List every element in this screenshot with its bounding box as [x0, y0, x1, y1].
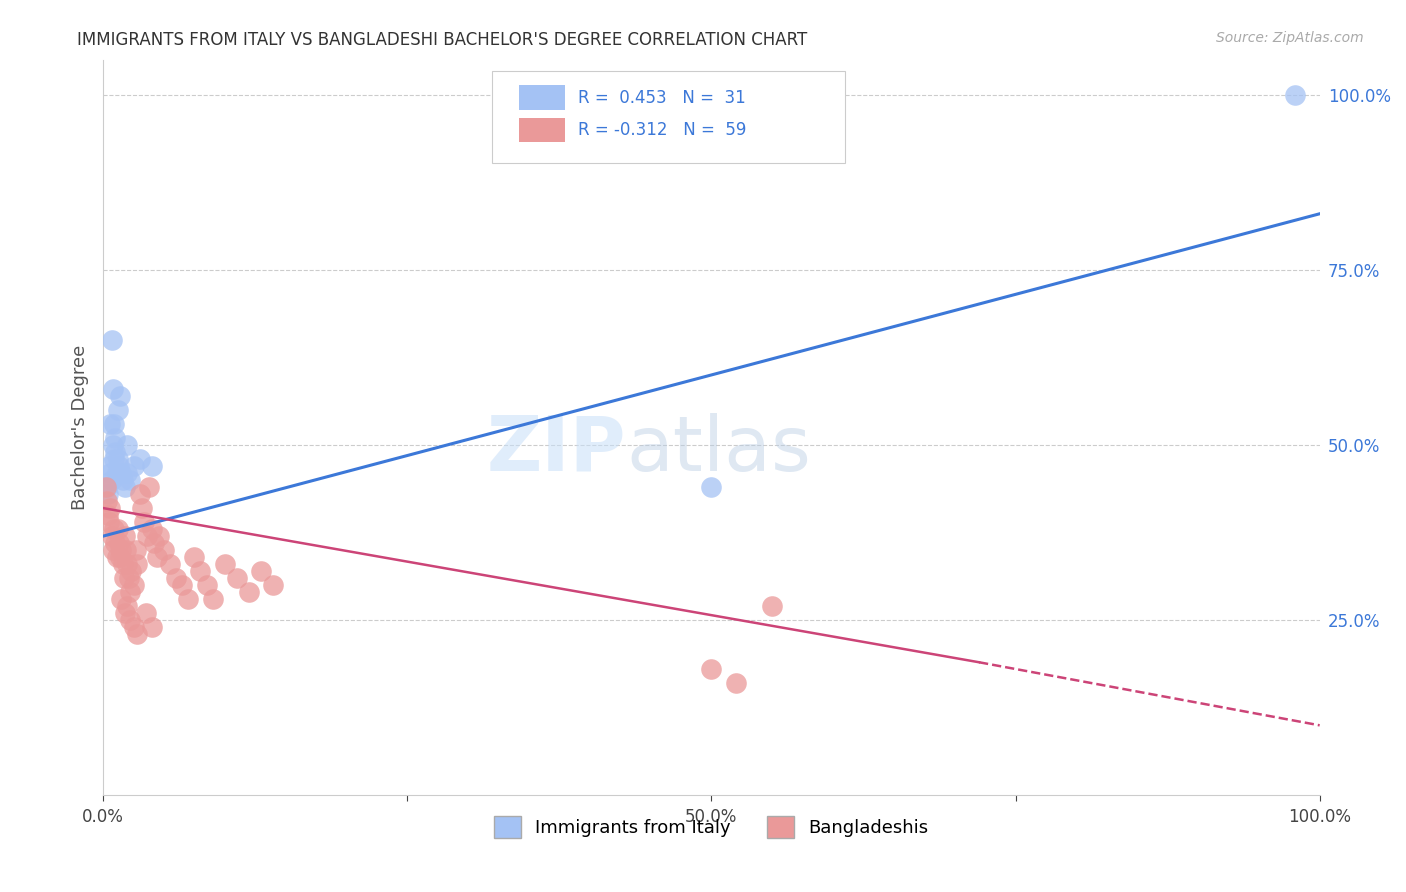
Point — [201, 592, 224, 607]
Point — [101, 382, 124, 396]
Point — [117, 466, 139, 480]
Point — [122, 578, 145, 592]
Point — [120, 564, 142, 578]
Point — [122, 458, 145, 473]
Point — [100, 333, 122, 347]
Point — [114, 480, 136, 494]
Point — [134, 515, 156, 529]
Point — [108, 458, 131, 473]
Point — [100, 417, 122, 431]
Point — [127, 557, 149, 571]
Text: Source: ZipAtlas.com: Source: ZipAtlas.com — [1216, 31, 1364, 45]
Point — [105, 466, 128, 480]
Point — [238, 585, 260, 599]
Point — [96, 480, 118, 494]
Point — [104, 536, 127, 550]
Point — [145, 550, 167, 565]
Point — [108, 389, 131, 403]
Point — [143, 536, 166, 550]
Text: atlas: atlas — [626, 413, 811, 486]
Point — [108, 550, 131, 565]
Point — [100, 466, 122, 480]
Point — [110, 543, 132, 558]
Text: IMMIGRANTS FROM ITALY VS BANGLADESHI BACHELOR'S DEGREE CORRELATION CHART: IMMIGRANTS FROM ITALY VS BANGLADESHI BAC… — [77, 31, 807, 49]
Point — [114, 529, 136, 543]
Point — [101, 543, 124, 558]
Point — [104, 431, 127, 445]
Point — [98, 515, 121, 529]
Point — [118, 585, 141, 599]
Point — [104, 445, 127, 459]
Point — [110, 466, 132, 480]
Point — [118, 613, 141, 627]
Point — [108, 536, 131, 550]
Point — [105, 550, 128, 565]
Point — [141, 522, 163, 536]
Point — [117, 438, 139, 452]
Point — [700, 662, 723, 676]
Point — [724, 676, 747, 690]
Point — [115, 543, 138, 558]
Point — [97, 508, 120, 522]
Point — [117, 557, 139, 571]
Point — [107, 403, 129, 417]
Point — [103, 417, 125, 431]
Point — [111, 557, 134, 571]
Point — [177, 592, 200, 607]
Legend: Immigrants from Italy, Bangladeshis: Immigrants from Italy, Bangladeshis — [486, 809, 936, 846]
Point — [141, 620, 163, 634]
FancyBboxPatch shape — [492, 70, 845, 162]
Point — [112, 571, 135, 585]
Point — [94, 480, 117, 494]
Point — [183, 550, 205, 565]
Point — [100, 473, 122, 487]
Point — [159, 557, 181, 571]
Point — [103, 452, 125, 467]
Y-axis label: Bachelor's Degree: Bachelor's Degree — [72, 345, 89, 510]
Point — [111, 473, 134, 487]
Point — [100, 501, 122, 516]
Point — [153, 543, 176, 558]
Point — [172, 578, 194, 592]
Point — [214, 557, 236, 571]
Point — [141, 458, 163, 473]
Point — [148, 529, 170, 543]
Point — [250, 564, 273, 578]
Point — [190, 564, 212, 578]
Point — [114, 606, 136, 620]
Point — [97, 487, 120, 501]
Point — [107, 452, 129, 467]
Point — [96, 494, 118, 508]
Point — [135, 529, 157, 543]
Point — [101, 438, 124, 452]
Point — [103, 522, 125, 536]
Point — [118, 473, 141, 487]
Text: R =  0.453   N =  31: R = 0.453 N = 31 — [578, 89, 745, 107]
Point — [125, 543, 148, 558]
FancyBboxPatch shape — [519, 118, 565, 142]
Point — [138, 480, 160, 494]
Point — [100, 529, 122, 543]
Point — [1284, 87, 1306, 102]
Point — [262, 578, 284, 592]
Point — [165, 571, 187, 585]
Point — [117, 599, 139, 614]
Text: ZIP: ZIP — [486, 413, 626, 486]
Point — [761, 599, 783, 614]
Point — [122, 620, 145, 634]
Point — [128, 452, 150, 467]
Point — [107, 522, 129, 536]
Point — [128, 487, 150, 501]
Point — [98, 458, 121, 473]
Point — [131, 501, 153, 516]
Point — [135, 606, 157, 620]
Point — [226, 571, 249, 585]
Point — [110, 592, 132, 607]
Point — [127, 627, 149, 641]
Text: R = -0.312   N =  59: R = -0.312 N = 59 — [578, 121, 747, 139]
Point — [700, 480, 723, 494]
Point — [195, 578, 218, 592]
FancyBboxPatch shape — [519, 86, 565, 110]
Point — [118, 571, 141, 585]
